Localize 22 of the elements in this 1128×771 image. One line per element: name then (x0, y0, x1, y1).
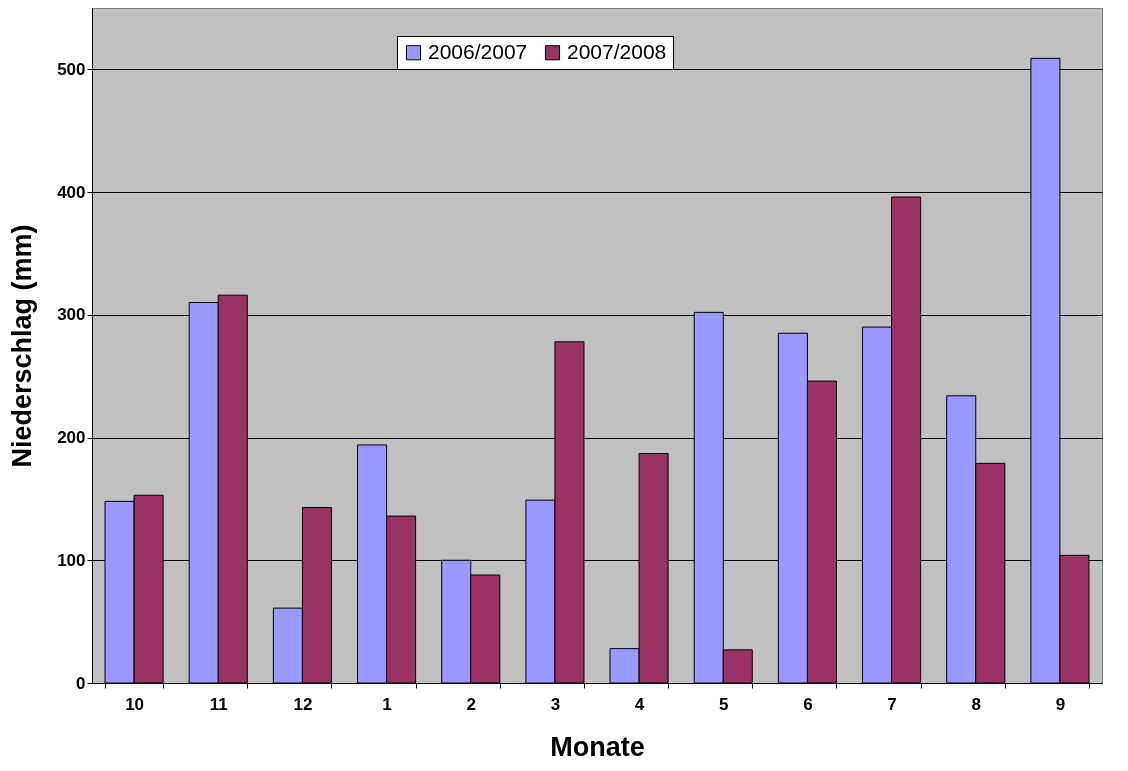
x-tick-label: 8 (971, 694, 981, 714)
y-tick-label: 100 (57, 550, 86, 570)
legend-label: 2007/2008 (567, 39, 667, 63)
y-tick-label: 300 (57, 305, 86, 325)
x-tick-label: 3 (550, 694, 561, 714)
y-tick-label: 0 (76, 673, 86, 693)
x-tick-label: 7 (887, 694, 897, 714)
x-tick-label: 9 (1055, 694, 1066, 714)
x-tick-label: 5 (719, 694, 729, 714)
y-tick-label: 500 (57, 59, 86, 79)
x-tick-label: 6 (803, 694, 813, 714)
x-tick-label: 4 (634, 694, 645, 714)
y-axis-title: Niederschlag (mm) (7, 224, 38, 468)
y-tick-label: 400 (57, 182, 86, 202)
y-tick-label: 200 (57, 428, 86, 448)
legend-label: 2006/2007 (428, 39, 528, 63)
x-tick-label: 2 (466, 694, 476, 714)
x-tick-label: 11 (209, 694, 228, 714)
x-tick-label: 12 (293, 694, 313, 714)
x-tick-label: 10 (125, 694, 145, 714)
x-tick-label: 1 (382, 694, 392, 714)
x-axis-title: Monate (550, 731, 645, 762)
